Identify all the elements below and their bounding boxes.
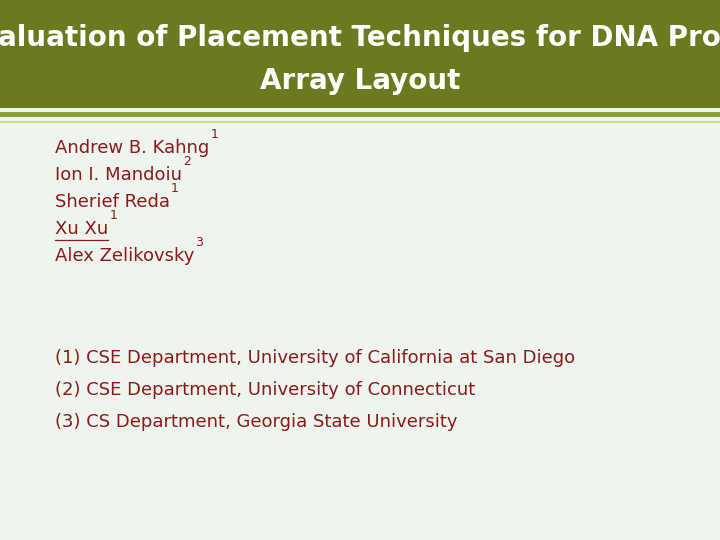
Text: 1: 1 [210, 128, 218, 141]
Text: Evaluation of Placement Techniques for DNA Probe: Evaluation of Placement Techniques for D… [0, 24, 720, 52]
Text: 1: 1 [109, 209, 117, 222]
Text: Sherief Reda: Sherief Reda [55, 193, 170, 211]
Text: Array Layout: Array Layout [260, 67, 460, 95]
Text: Xu Xu: Xu Xu [55, 220, 108, 238]
Text: (2) CSE Department, University of Connecticut: (2) CSE Department, University of Connec… [55, 381, 475, 399]
Text: Andrew B. Kahng: Andrew B. Kahng [55, 139, 210, 157]
Text: Alex Zelikovsky: Alex Zelikovsky [55, 247, 194, 265]
Text: Ion I. Mandoiu: Ion I. Mandoiu [55, 166, 182, 184]
Text: (3) CS Department, Georgia State University: (3) CS Department, Georgia State Univers… [55, 413, 457, 431]
Text: 3: 3 [195, 236, 203, 249]
Text: 1: 1 [171, 182, 179, 195]
Text: (1) CSE Department, University of California at San Diego: (1) CSE Department, University of Califo… [55, 349, 575, 367]
Text: 2: 2 [183, 155, 191, 168]
